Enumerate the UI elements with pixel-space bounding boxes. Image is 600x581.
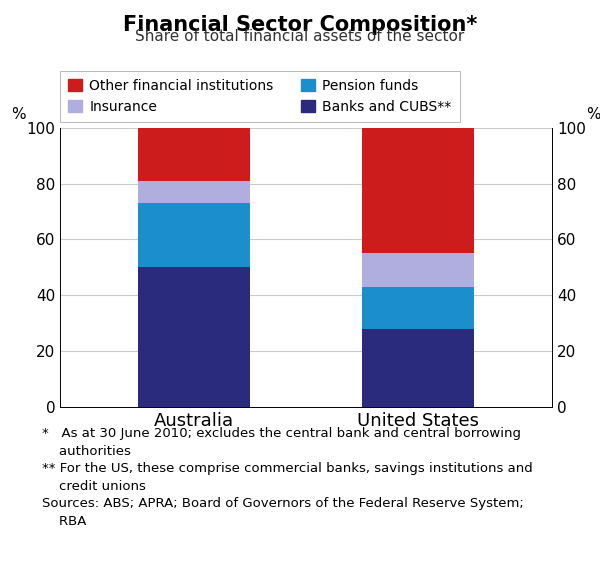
Bar [362, 128, 474, 253]
Bar [138, 128, 250, 181]
Text: Share of total financial assets of the sector: Share of total financial assets of the s… [136, 29, 464, 44]
Bar [138, 203, 250, 267]
Legend: Other financial institutions, Insurance, Pension funds, Banks and CUBS**: Other financial institutions, Insurance,… [60, 71, 460, 122]
Text: Financial Sector Composition*: Financial Sector Composition* [123, 15, 477, 34]
Bar [138, 267, 250, 407]
Text: %: % [587, 107, 600, 122]
Text: %: % [11, 107, 25, 122]
Bar [362, 329, 474, 407]
Text: *   As at 30 June 2010; excludes the central bank and central borrowing
    auth: * As at 30 June 2010; excludes the centr… [42, 427, 533, 528]
Bar [362, 253, 474, 287]
Bar [138, 181, 250, 203]
Bar [362, 287, 474, 329]
